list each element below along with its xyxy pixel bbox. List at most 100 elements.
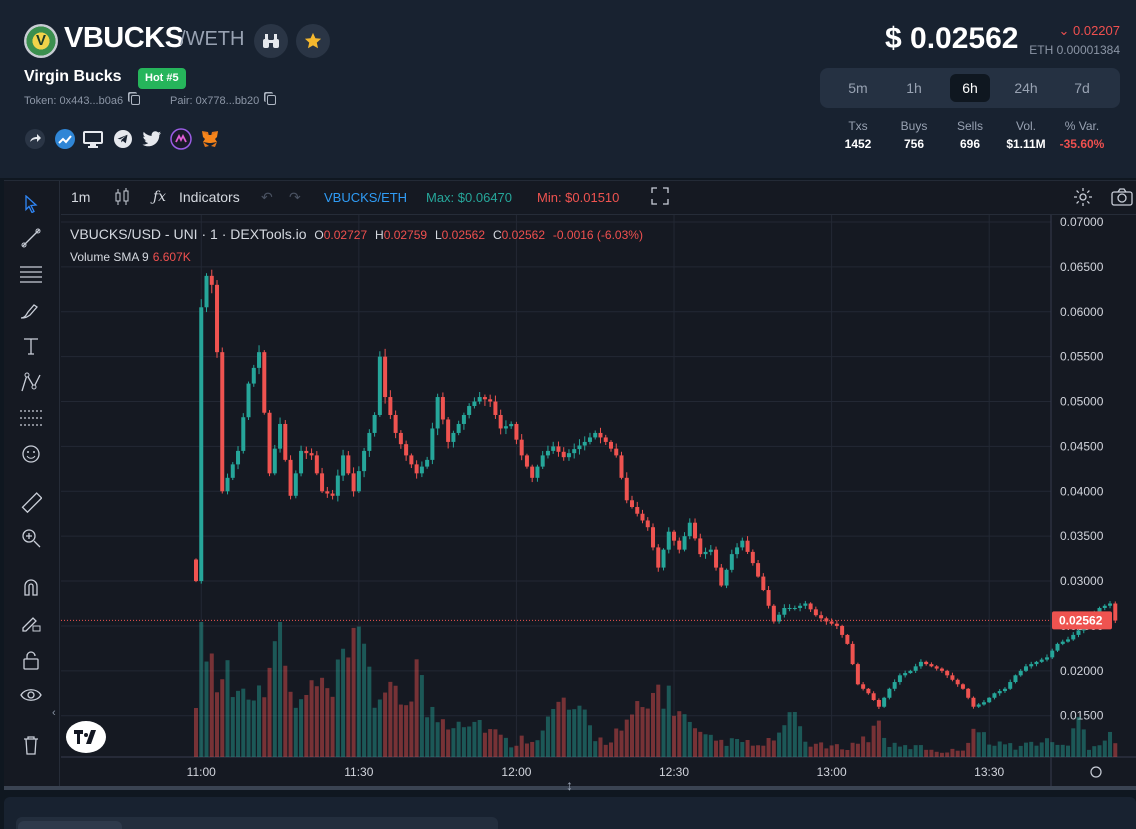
copy-icon[interactable]	[131, 95, 141, 105]
volume-bar	[808, 746, 813, 757]
indicators-icon[interactable]: ƒx	[153, 189, 167, 205]
volume-bar	[724, 745, 729, 757]
volume-bar	[1008, 743, 1013, 757]
candle-body	[467, 406, 472, 415]
share-button[interactable]	[24, 128, 46, 150]
candle-body	[987, 697, 992, 703]
volume-bar	[824, 748, 829, 757]
pair-address[interactable]: Pair: 0x778...bb20	[170, 95, 277, 107]
low-value: 0.02562	[441, 228, 486, 242]
redo-icon[interactable]: ↷	[289, 189, 301, 205]
volume-bar	[372, 707, 377, 757]
candle-body	[782, 607, 787, 615]
text-tool[interactable]	[18, 333, 44, 359]
candle-body	[1002, 688, 1007, 692]
candle-body	[435, 397, 440, 429]
candles-icon[interactable]	[114, 187, 130, 210]
volume-bar	[1023, 742, 1028, 757]
emoji-tool[interactable]	[18, 441, 44, 467]
candle-body	[918, 661, 923, 667]
open-value: 0.02727	[323, 228, 368, 242]
dexscreener-link[interactable]	[170, 128, 192, 150]
volume-bar	[903, 745, 908, 757]
interval-button[interactable]: 1m	[71, 189, 91, 205]
candle-body	[598, 432, 603, 438]
timeframe-1h[interactable]: 1h	[906, 80, 922, 96]
volume-bar	[1034, 745, 1039, 757]
twitter-link[interactable]	[141, 128, 163, 150]
lock-drawings-tool[interactable]	[18, 609, 44, 635]
resize-handle-icon[interactable]: ↕	[566, 777, 573, 793]
volume-bar	[377, 699, 382, 757]
undo-icon[interactable]: ↶	[261, 189, 273, 205]
volume-bar	[493, 729, 498, 757]
fib-tool[interactable]	[18, 261, 44, 287]
token-address[interactable]: Token: 0x443...b0a6	[24, 95, 141, 107]
candle-body	[293, 473, 298, 496]
volume-bar	[981, 732, 986, 757]
candle-body	[719, 567, 724, 586]
volume-bar	[960, 750, 965, 757]
current-price-tag	[1052, 611, 1112, 630]
tradingview-logo[interactable]	[66, 721, 106, 753]
pair-symbol[interactable]: VBUCKS/ETH	[324, 190, 408, 205]
volume-bar	[771, 740, 776, 757]
horizontal-lines-icon	[20, 266, 42, 283]
website-link[interactable]	[82, 128, 104, 150]
magnet-tool[interactable]	[18, 574, 44, 600]
telegram-link[interactable]	[112, 128, 134, 150]
volume-bar	[519, 735, 524, 757]
collapse-toolbar-icon[interactable]: ‹	[52, 707, 56, 719]
lock-tool[interactable]	[18, 647, 44, 673]
candle-body	[535, 466, 540, 478]
candle-body	[840, 625, 845, 635]
visibility-tool[interactable]	[18, 682, 44, 708]
candle-body	[666, 531, 671, 550]
timeframe-7d[interactable]: 7d	[1074, 80, 1090, 96]
volume-bar	[257, 685, 262, 757]
candle-body	[750, 551, 755, 564]
change-value: -0.0016 (-6.03%)	[552, 228, 643, 242]
volume-bar	[440, 719, 445, 757]
brush-tool[interactable]	[18, 297, 44, 323]
timeframe-selector: 5m 1h 6h 24h 7d	[820, 68, 1120, 108]
prediction-tool[interactable]	[18, 405, 44, 431]
timeframe-24h[interactable]: 24h	[1014, 80, 1038, 96]
metamask-button[interactable]	[199, 128, 221, 150]
binoculars-button[interactable]	[254, 24, 288, 58]
panel-divider[interactable]	[4, 786, 1136, 790]
cursor-tool[interactable]	[18, 191, 44, 217]
delete-tool[interactable]	[18, 732, 44, 758]
y-tick-label: 0.04500	[1060, 439, 1104, 453]
candle-body	[335, 475, 340, 496]
volume-bar	[477, 719, 482, 757]
y-tick-label: 0.01500	[1060, 709, 1104, 723]
dextools-link[interactable]	[54, 128, 76, 150]
volume-bar	[882, 737, 887, 757]
camera-icon[interactable]	[1111, 187, 1133, 210]
y-tick-label: 0.05000	[1060, 395, 1104, 409]
trend-line-tool[interactable]	[18, 225, 44, 251]
timeframe-6h[interactable]: 6h	[950, 74, 990, 102]
timeframe-5m[interactable]: 5m	[848, 80, 868, 96]
copy-icon[interactable]	[267, 95, 277, 105]
volume-bar	[939, 752, 944, 757]
pattern-tool[interactable]	[18, 369, 44, 395]
fullscreen-icon[interactable]	[651, 187, 669, 208]
candle-body	[1023, 666, 1028, 671]
candle-body	[346, 455, 351, 474]
candle-body	[698, 538, 703, 555]
candle-body	[1008, 682, 1013, 689]
volume-bar	[1087, 749, 1092, 757]
volume-bar	[766, 737, 771, 757]
favorite-button[interactable]	[296, 24, 330, 58]
bottom-tab[interactable]	[18, 821, 122, 829]
candle-body	[960, 684, 965, 689]
settings-icon[interactable]	[1073, 187, 1093, 210]
indicators-button[interactable]: Indicators	[179, 189, 240, 205]
ruler-tool[interactable]	[18, 490, 44, 516]
candle-body	[645, 520, 650, 528]
price-chart[interactable]: 0.07000 0.06500 0.06000 0.05500 0.05000 0.045…	[61, 215, 1136, 787]
zoom-tool[interactable]	[18, 525, 44, 551]
stat-label-buys: Buys	[900, 119, 928, 133]
